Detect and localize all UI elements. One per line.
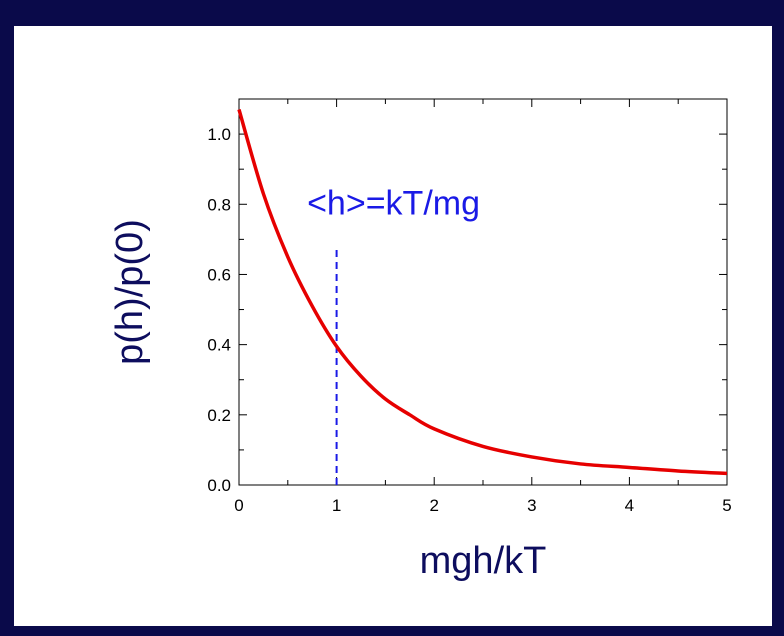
series-line (237, 109, 728, 476)
y-tick-label: 0.8 (207, 195, 231, 214)
x-tick-label: 1 (332, 496, 341, 515)
x-tick-label: 4 (625, 496, 634, 515)
x-axis-title: mgh/kT (420, 540, 547, 582)
x-axis-ticks: 0 1 2 3 4 5 (234, 99, 732, 515)
y-axis-ticks: 0.0 0.2 0.4 0.6 0.8 1.0 (207, 98, 727, 495)
x-tick-label: 2 (429, 496, 438, 515)
annotation-label: <h>=kT/mg (307, 184, 480, 222)
x-tick-label: 3 (527, 496, 536, 515)
slide-panel: 0 1 2 3 4 5 0.0 0.2 0.4 0.6 0.8 1.0 <h>=kT/mg mgh/… (14, 26, 772, 626)
y-tick-label: 0.0 (207, 476, 231, 495)
y-axis-title: p(h)/p(0) (109, 219, 151, 365)
x-tick-label: 0 (234, 496, 243, 515)
y-tick-label: 1.0 (207, 125, 231, 144)
x-tick-label: 5 (722, 496, 731, 515)
y-tick-label: 0.2 (207, 406, 231, 425)
y-tick-label: 0.6 (207, 265, 231, 284)
plot-area (238, 98, 728, 486)
chart: 0 1 2 3 4 5 0.0 0.2 0.4 0.6 0.8 1.0 <h>=kT/mg mgh/… (109, 98, 732, 582)
y-tick-label: 0.4 (207, 336, 231, 355)
